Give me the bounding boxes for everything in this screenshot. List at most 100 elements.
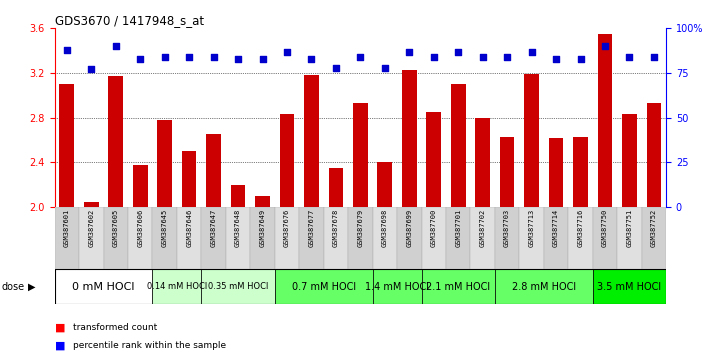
Bar [446,207,470,269]
Text: GSM387645: GSM387645 [162,209,167,247]
Bar [495,207,519,269]
Bar [108,76,123,207]
Point [207,54,219,60]
Bar [641,207,666,269]
Text: ■: ■ [55,340,65,350]
Text: GSM387713: GSM387713 [529,209,534,247]
Point [355,54,366,60]
Bar [152,207,177,269]
Point [183,54,195,60]
Text: 2.1 mM HOCl: 2.1 mM HOCl [426,282,490,292]
Bar [569,207,593,269]
Bar [549,138,563,207]
Text: GSM387601: GSM387601 [64,209,70,247]
Text: GSM387701: GSM387701 [455,209,462,247]
Bar [397,207,422,269]
Bar [353,103,368,207]
Point [306,56,317,62]
Bar [177,207,202,269]
Bar [128,207,152,269]
Text: ■: ■ [55,322,65,332]
Text: transformed count: transformed count [73,323,157,332]
Bar [617,207,641,269]
Bar [348,207,373,269]
Point [599,43,611,49]
Point [159,54,170,60]
Point [477,54,488,60]
Bar [451,84,465,207]
Bar [646,103,661,207]
Bar [103,207,128,269]
Bar [152,269,202,304]
Text: GSM387751: GSM387751 [626,209,633,247]
Bar [475,118,490,207]
Text: dose: dose [1,282,25,292]
Text: GSM387699: GSM387699 [406,209,412,247]
Point [110,43,122,49]
Bar [55,269,152,304]
Text: GSM387750: GSM387750 [602,209,608,247]
Text: GSM387752: GSM387752 [651,209,657,247]
Text: 3.5 mM HOCl: 3.5 mM HOCl [598,282,662,292]
Bar [304,75,319,207]
Bar [373,269,422,304]
Bar [593,269,666,304]
Bar [299,207,324,269]
Point [452,49,464,55]
Bar [231,185,245,207]
Bar [133,165,148,207]
Text: percentile rank within the sample: percentile rank within the sample [73,341,226,350]
Text: GDS3670 / 1417948_s_at: GDS3670 / 1417948_s_at [55,14,204,27]
Text: GSM387647: GSM387647 [210,209,217,247]
Bar [598,34,612,207]
Bar [422,207,446,269]
Text: 0.14 mM HOCl: 0.14 mM HOCl [147,282,207,291]
Bar [60,84,74,207]
Bar [157,120,172,207]
Point [574,56,586,62]
Point [330,65,341,70]
Bar [206,135,221,207]
Point [648,54,660,60]
Text: GSM387716: GSM387716 [577,209,584,247]
Text: GSM387605: GSM387605 [113,209,119,247]
Bar [202,207,226,269]
Bar [328,168,343,207]
Text: GSM387678: GSM387678 [333,209,339,247]
Bar [422,269,495,304]
Bar [495,269,593,304]
Text: GSM387646: GSM387646 [186,209,192,247]
Bar [427,112,441,207]
Text: ▶: ▶ [28,282,35,292]
Text: GSM387702: GSM387702 [480,209,486,247]
Bar [182,151,197,207]
Bar [593,207,617,269]
Text: GSM387606: GSM387606 [137,209,143,247]
Text: 0.7 mM HOCl: 0.7 mM HOCl [292,282,356,292]
Point [624,54,636,60]
Text: GSM387648: GSM387648 [235,209,241,247]
Text: GSM387649: GSM387649 [259,209,266,247]
Text: 0.35 mM HOCl: 0.35 mM HOCl [208,282,268,291]
Bar [573,137,587,207]
Point [550,56,562,62]
Point [403,49,415,55]
Point [502,54,513,60]
Text: GSM387679: GSM387679 [357,209,363,247]
Bar [55,207,79,269]
Bar [378,162,392,207]
Point [232,56,244,62]
Bar [544,207,569,269]
Bar [250,207,274,269]
Bar [274,207,299,269]
Text: GSM387700: GSM387700 [431,209,437,247]
Point [281,49,293,55]
Bar [274,269,373,304]
Bar [402,70,416,207]
Bar [202,269,274,304]
Text: GSM387698: GSM387698 [381,209,388,247]
Point [61,47,73,53]
Point [526,49,537,55]
Bar [470,207,495,269]
Bar [524,74,539,207]
